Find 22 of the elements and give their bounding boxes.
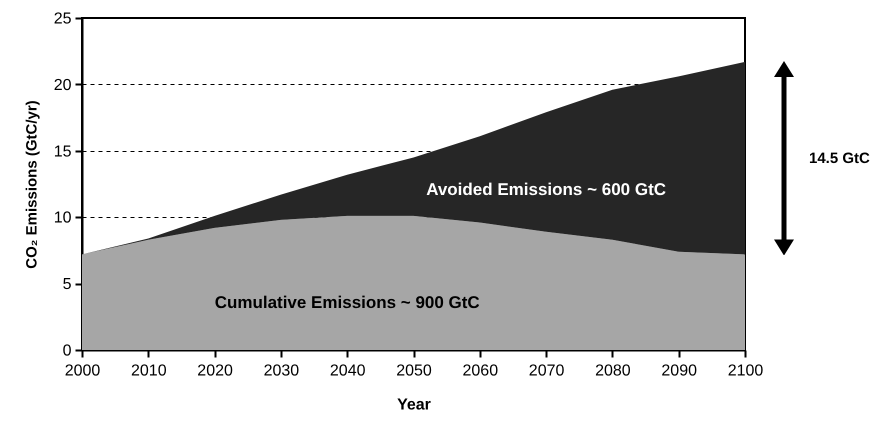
x-tick-label: 2010 [131,362,167,380]
x-tick-label: 2100 [728,362,764,380]
x-tick-label: 2020 [197,362,233,380]
y-tick-label: 0 [62,342,72,360]
x-tick-label: 2090 [661,362,698,380]
text: 14.5 GtC [809,150,870,168]
x-tick-label: 2030 [264,362,300,380]
y-tick-label: 5 [62,276,72,294]
x-tick-label: 2080 [595,362,631,380]
x-tick-label: 2050 [396,362,432,380]
y-axis-title: CO₂ Emissions (GtC/yr) [24,100,41,269]
y-tick-label: 25 [54,10,72,28]
y-tick-label: 20 [54,76,72,94]
x-tick-label: 2060 [462,362,498,380]
x-tick-label: 2070 [528,362,564,380]
y-tick-label: 15 [54,143,72,160]
x-tick-label: 2040 [330,362,366,380]
x-axis-title: Year [397,396,431,414]
annotation: Avoided Emissions ~ 600 GtC [426,180,666,199]
y-tick-label: 10 [54,210,72,227]
annotation: Cumulative Emissions ~ 900 GtC [214,293,480,312]
x-tick-label: 2000 [64,362,100,380]
